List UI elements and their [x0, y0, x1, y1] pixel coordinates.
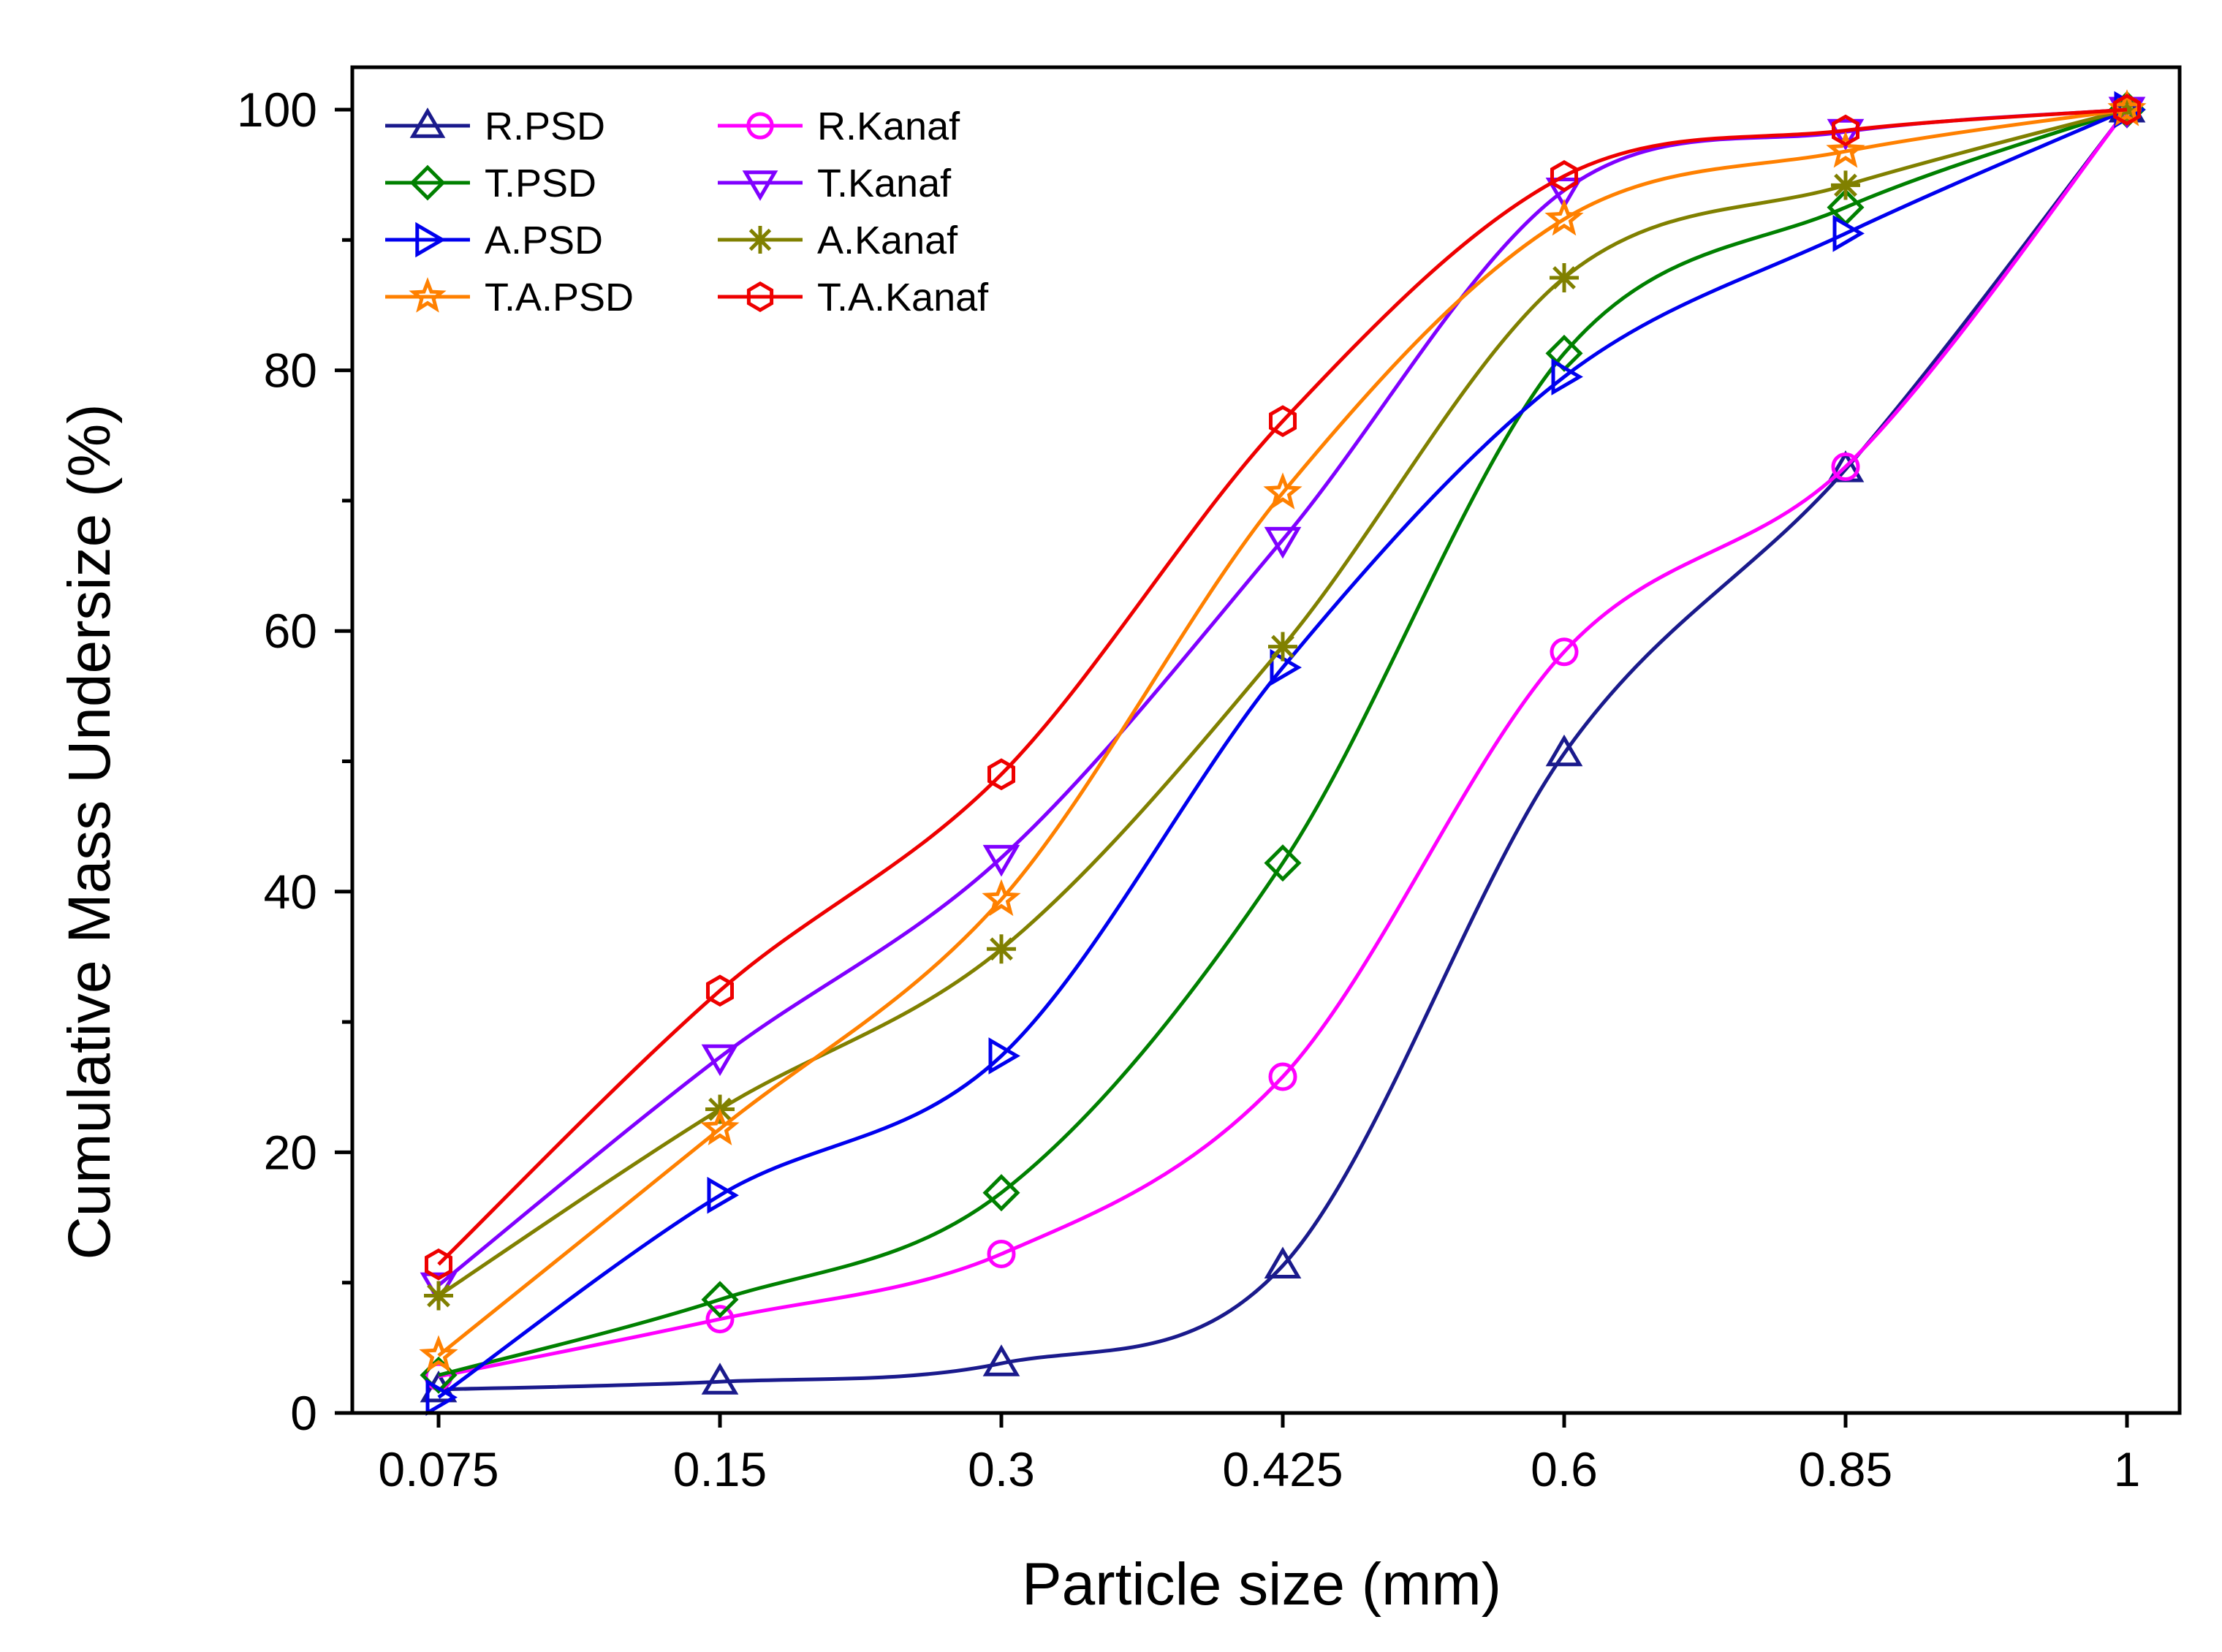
data-point-a-kanaf-3-stroke — [1271, 634, 1294, 659]
data-point-t-kanaf-5 — [1827, 118, 1865, 151]
x-tick-label: 0.15 — [673, 1442, 767, 1496]
data-point-a-kanaf-0-stroke — [427, 1284, 450, 1308]
legend-item-a-kanaf: A.Kanaf — [718, 219, 958, 262]
plot-frame — [350, 65, 2182, 1415]
legend-marker-r-kanaf — [746, 112, 774, 140]
legend-marker-t-a-kanaf — [746, 281, 774, 312]
data-point-t-a-kanaf-5 — [1832, 114, 1859, 147]
data-point-a-kanaf-5 — [1831, 170, 1860, 200]
legend-label-t-a-kanaf: T.A.Kanaf — [817, 276, 989, 319]
series-t-a-kanaf — [425, 94, 2141, 1281]
legend-item-t-a-psd: T.A.PSD — [385, 276, 634, 319]
legend-label-r-psd: R.PSD — [485, 105, 605, 148]
data-point-t-a-psd-1 — [700, 1108, 740, 1145]
y-tick-label: 40 — [264, 865, 317, 919]
data-point-t-a-psd-0 — [419, 1335, 458, 1373]
series-line-t-a-kanaf — [437, 107, 2128, 1266]
legend-marker-r-psd — [409, 107, 446, 138]
legend-label-r-kanaf: R.Kanaf — [817, 105, 960, 148]
legend-item-a-psd: A.PSD — [385, 219, 603, 262]
data-point-a-psd-1 — [707, 1176, 739, 1214]
data-point-a-kanaf-4 — [1550, 263, 1579, 293]
data-point-t-kanaf-4 — [1545, 178, 1583, 210]
data-point-t-a-psd-4 — [1544, 198, 1584, 236]
legend-marker-t-psd — [409, 164, 446, 201]
legend: R.PSD T.PSD A.PSD T.A.PSD R.Kanaf T.Kanaf A.Ka… — [385, 105, 989, 319]
data-point-a-kanaf-0 — [424, 1281, 453, 1311]
y-tick-label: 0 — [290, 1386, 317, 1440]
x-tick-label: 0.85 — [1799, 1442, 1892, 1496]
data-point-r-psd-1 — [701, 1363, 739, 1395]
data-point-t-a-kanaf-6 — [2113, 94, 2141, 126]
legend-marker-t-kanaf — [742, 170, 778, 201]
data-point-t-kanaf-1 — [701, 1044, 739, 1077]
data-point-a-kanaf-2-stroke — [990, 937, 1013, 961]
data-point-t-a-kanaf-3 — [1269, 405, 1297, 437]
data-point-a-kanaf-3 — [1268, 632, 1297, 662]
data-point-r-kanaf-1 — [705, 1305, 735, 1334]
legend-label-t-psd: T.PSD — [485, 162, 596, 205]
legend-label-t-kanaf: T.Kanaf — [817, 162, 952, 205]
data-point-t-psd-2 — [982, 1174, 1020, 1212]
data-point-t-a-psd-2 — [982, 879, 1021, 917]
data-point-r-kanaf-5 — [1831, 452, 1860, 482]
data-point-a-kanaf-4-stroke — [1552, 266, 1576, 289]
legend-item-r-psd: R.PSD — [385, 105, 605, 148]
y-axis-title: Cumulative Mass Undersize (%) — [56, 403, 123, 1259]
data-point-t-psd-1 — [701, 1281, 739, 1319]
x-tick-label: 0.075 — [378, 1442, 498, 1496]
legend-label-a-kanaf: A.Kanaf — [817, 219, 958, 262]
data-point-t-a-kanaf-1 — [706, 974, 734, 1007]
legend-item-t-kanaf: T.Kanaf — [718, 162, 952, 205]
y-tick-label: 20 — [264, 1125, 317, 1179]
data-point-r-psd-3 — [1264, 1246, 1302, 1278]
legend-marker-t-a-psd — [409, 277, 447, 313]
plot-area — [419, 89, 2147, 1416]
legend-item-t-a-kanaf: T.A.Kanaf — [718, 276, 989, 319]
data-point-a-kanaf-2 — [987, 934, 1016, 964]
x-tick-label: 0.425 — [1222, 1442, 1343, 1496]
legend-label-a-psd: A.PSD — [485, 219, 603, 262]
y-tick-label: 100 — [237, 83, 317, 137]
data-point-r-kanaf-2 — [987, 1239, 1016, 1268]
y-tick-label: 80 — [264, 344, 317, 398]
y-tick-label: 60 — [264, 604, 317, 658]
data-point-r-psd-2 — [982, 1344, 1020, 1376]
data-point-a-psd-5 — [1832, 215, 1865, 252]
data-point-t-a-kanaf-4 — [1550, 160, 1578, 192]
legend-label-t-a-psd: T.A.PSD — [485, 276, 634, 319]
data-point-t-psd-3 — [1264, 844, 1302, 882]
x-tick-label: 0.6 — [1531, 1442, 1598, 1496]
data-point-a-psd-0 — [425, 1379, 458, 1416]
data-point-a-psd-2 — [988, 1037, 1020, 1075]
legend-marker-a-kanaf — [746, 226, 774, 254]
legend-marker-a-psd — [415, 221, 446, 258]
legend-item-r-kanaf: R.Kanaf — [718, 105, 960, 148]
data-point-t-kanaf-3 — [1264, 526, 1302, 559]
series-line-t-a-psd — [437, 107, 2128, 1357]
x-tick-label: 1 — [2114, 1442, 2141, 1496]
axes: 0.075 0.15 0.3 0.425 0.6 0.85 1 0 20 40 60 80 100 — [237, 65, 2182, 1496]
data-point-t-a-psd-3 — [1263, 472, 1303, 509]
data-point-t-kanaf-2 — [982, 844, 1020, 877]
legend-item-t-psd: T.PSD — [385, 162, 596, 205]
data-point-a-psd-4 — [1551, 358, 1583, 395]
x-tick-label: 0.3 — [968, 1442, 1035, 1496]
series-a-psd — [425, 91, 2146, 1416]
legend-marker-a-kanaf-stroke — [748, 228, 772, 251]
data-point-r-psd-4 — [1545, 734, 1583, 767]
series-line-r-kanaf — [438, 108, 2128, 1379]
x-axis-title: Particle size (mm) — [1022, 1551, 1501, 1618]
data-point-r-kanaf-3 — [1268, 1062, 1297, 1091]
data-point-r-kanaf-4 — [1550, 637, 1579, 667]
data-point-t-a-psd-5 — [1826, 131, 1865, 168]
data-point-t-a-kanaf-0 — [425, 1248, 452, 1281]
data-point-a-psd-3 — [1270, 648, 1302, 686]
data-point-t-a-kanaf-2 — [987, 758, 1015, 791]
data-point-a-kanaf-5-stroke — [1834, 173, 1857, 197]
